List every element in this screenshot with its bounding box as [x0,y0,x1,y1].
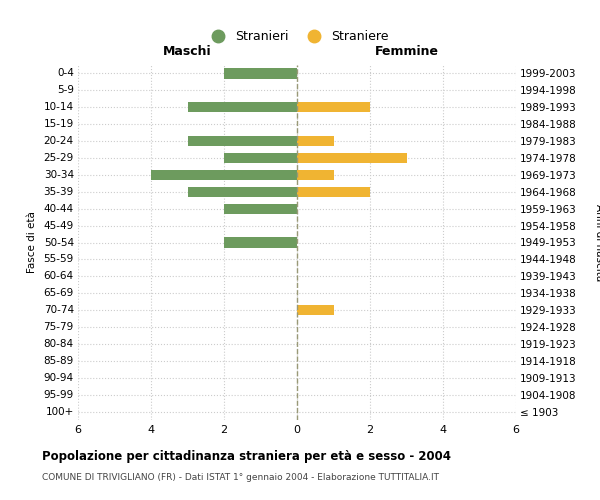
Legend: Stranieri, Straniere: Stranieri, Straniere [200,25,394,48]
Bar [297,170,334,180]
Bar [297,102,370,113]
Bar [224,238,297,248]
Bar [224,68,297,78]
Bar [297,153,407,163]
Text: Femmine: Femmine [374,45,439,58]
Bar [187,186,297,197]
Bar [297,186,370,197]
Bar [297,305,334,315]
Bar [151,170,297,180]
Bar [224,204,297,214]
Text: COMUNE DI TRIVIGLIANO (FR) - Dati ISTAT 1° gennaio 2004 - Elaborazione TUTTITALI: COMUNE DI TRIVIGLIANO (FR) - Dati ISTAT … [42,472,439,482]
Y-axis label: Fasce di età: Fasce di età [26,212,37,274]
Bar [297,136,334,146]
Bar [224,153,297,163]
Text: Popolazione per cittadinanza straniera per età e sesso - 2004: Popolazione per cittadinanza straniera p… [42,450,451,463]
Y-axis label: Anni di nascita: Anni di nascita [593,204,600,281]
Text: Maschi: Maschi [163,45,212,58]
Bar [187,102,297,113]
Bar [187,136,297,146]
